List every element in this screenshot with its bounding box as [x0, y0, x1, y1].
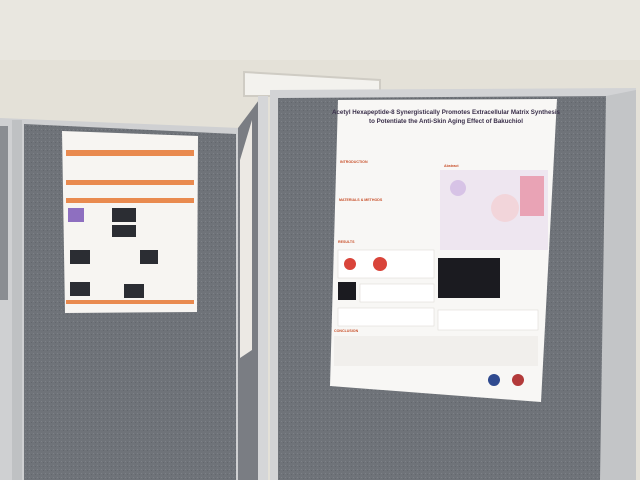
poster-title: Acetyl Hexapeptide-8 Synergistically Pro… [332, 109, 561, 116]
poster-band [66, 198, 194, 203]
figure-graphic [344, 258, 356, 270]
board-post [600, 90, 636, 480]
wall-upper [0, 0, 640, 60]
poster-band [66, 150, 194, 156]
figure-graphic [520, 176, 544, 216]
result-figure [359, 283, 435, 303]
result-figure [338, 282, 356, 300]
board-edge [0, 126, 8, 300]
result-figure [437, 309, 539, 331]
right-poster: Acetyl Hexapeptide-8 Synergistically Pro… [330, 99, 561, 402]
poster-figure [68, 208, 84, 222]
poster-figure [70, 250, 90, 264]
poster-figure [140, 250, 158, 264]
logo [488, 374, 500, 386]
poster-figure [70, 282, 90, 296]
poster-figure [112, 208, 136, 222]
side-poster [240, 120, 252, 358]
board-post [12, 120, 22, 480]
figure-graphic [373, 257, 387, 271]
section-heading: CONCLUSION [334, 329, 359, 333]
section-heading: RESULTS [338, 240, 355, 244]
poster-title: to Potentiate the Anti-Skin Aging Effect… [369, 118, 523, 125]
section-heading: Abstract [444, 164, 459, 168]
result-figure [438, 258, 500, 298]
left-poster [62, 131, 198, 313]
logo [512, 374, 524, 386]
conclusion-text [334, 336, 538, 366]
section-heading: INTRODUCTION [340, 160, 368, 164]
poster-figure [124, 284, 144, 298]
poster-band [66, 180, 194, 185]
section-heading: MATERIALS & METHODS [339, 198, 383, 202]
poster-band [66, 300, 194, 304]
result-figure [337, 307, 435, 327]
board-post [258, 96, 268, 480]
figure-graphic [450, 180, 466, 196]
figure-graphic [491, 194, 519, 222]
poster-figure [112, 225, 136, 237]
